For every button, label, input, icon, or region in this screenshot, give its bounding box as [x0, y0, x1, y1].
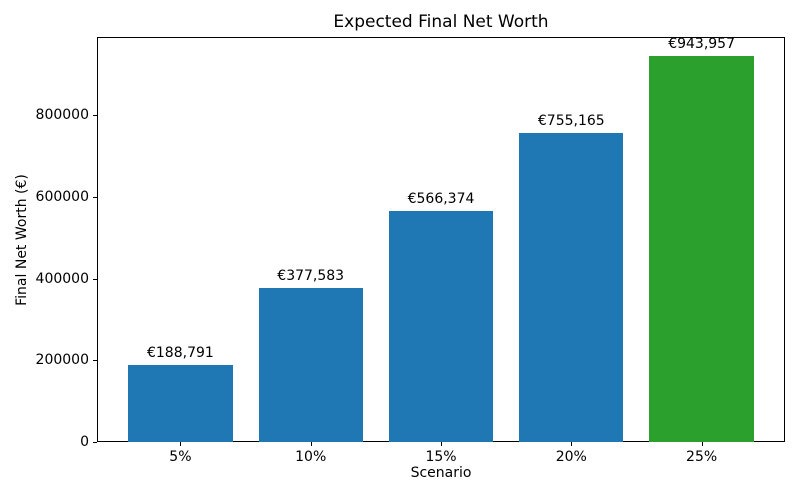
- x-tick-label: 25%: [686, 449, 718, 465]
- bar-value-label: €755,165: [537, 113, 605, 130]
- y-tick-mark: [93, 442, 97, 443]
- y-axis-label: Final Net Worth (€): [14, 174, 30, 306]
- bar-value-label: €377,583: [277, 267, 345, 284]
- x-tick-label: 5%: [169, 449, 192, 465]
- y-tick-mark: [93, 196, 97, 198]
- x-tick-mark: [441, 442, 442, 446]
- bar: [258, 287, 363, 442]
- y-tick-label: 0: [80, 434, 89, 450]
- bar-value-label: €943,957: [668, 36, 735, 53]
- y-tick-mark: [93, 115, 97, 117]
- x-axis-label: Scenario: [410, 465, 472, 481]
- bar-value-label: €566,374: [407, 190, 475, 207]
- bar: [128, 364, 233, 442]
- x-tick-label: 15%: [425, 449, 457, 465]
- bar: [649, 56, 754, 442]
- y-tick-label: 400000: [35, 270, 89, 287]
- x-tick-mark: [310, 442, 312, 446]
- bar-value-label: €188,791: [146, 344, 214, 361]
- y-tick-mark: [93, 360, 97, 362]
- chart-title: Expected Final Net Worth: [333, 12, 549, 32]
- y-tick-label: 600000: [35, 188, 89, 205]
- x-tick-mark: [180, 442, 182, 446]
- y-tick-label: 800000: [35, 107, 89, 124]
- bar: [519, 133, 624, 442]
- x-tick-mark: [571, 442, 573, 446]
- y-tick-mark: [93, 278, 97, 280]
- x-tick-label: 20%: [555, 449, 587, 465]
- bar: [388, 210, 494, 442]
- x-tick-label: 10%: [295, 449, 327, 465]
- x-tick-mark: [701, 442, 703, 446]
- y-tick-label: 200000: [35, 352, 89, 369]
